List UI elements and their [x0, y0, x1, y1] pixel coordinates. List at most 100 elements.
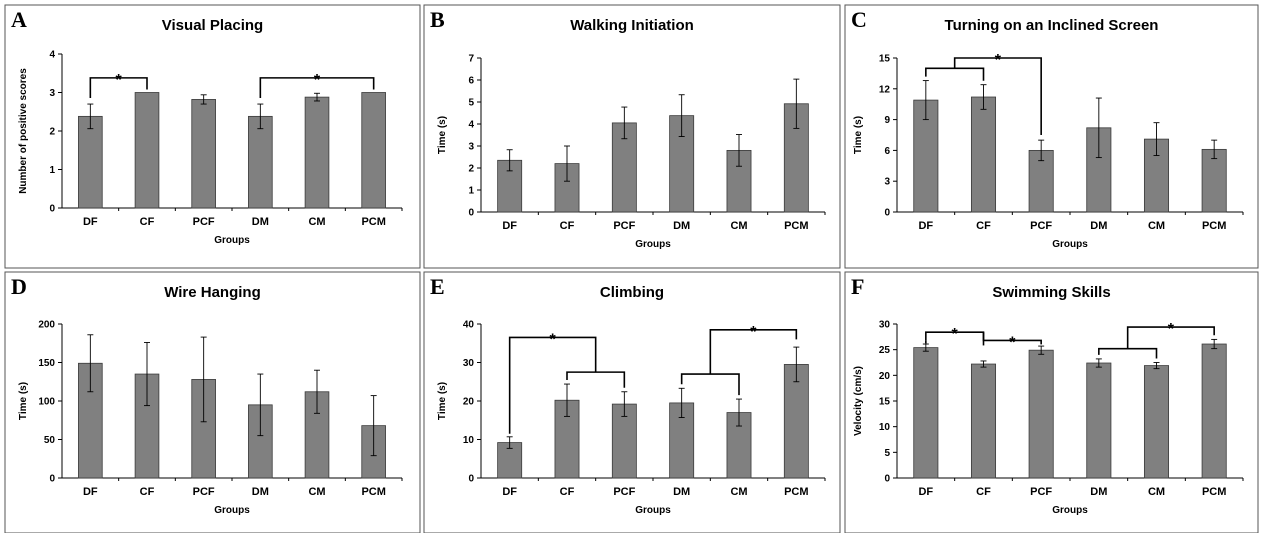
significance-bracket — [1126, 326, 1215, 349]
y-tick-label: 100 — [38, 397, 55, 408]
y-tick-label: 50 — [44, 435, 56, 446]
x-tick-label: CM — [308, 486, 325, 498]
y-tick-label: 0 — [884, 474, 890, 485]
y-tick-label: 20 — [463, 397, 475, 408]
bar-df — [913, 347, 939, 479]
y-tick-label: 2 — [49, 127, 55, 138]
x-tick-label: PCM — [361, 486, 385, 498]
bar-pcf — [1028, 349, 1054, 479]
bar-pcf — [191, 99, 216, 209]
y-tick-label: 5 — [884, 448, 890, 459]
x-tick-label: DF — [918, 220, 933, 232]
x-tick-label: CM — [730, 220, 747, 232]
significance-star: * — [116, 72, 123, 89]
y-tick-label: 0 — [884, 208, 890, 219]
y-axis-title: Time (s) — [437, 116, 448, 154]
y-tick-label: 30 — [463, 358, 475, 369]
panel-letter: D — [11, 274, 27, 299]
x-axis-title: Groups — [635, 505, 671, 516]
panel-frame — [423, 271, 841, 533]
y-tick-label: 20 — [879, 371, 891, 382]
panel-d: D Wire Hanging 0 50 100 150 200 DF CF PCF DM CM PCM G… — [4, 271, 421, 533]
x-tick-label: DF — [83, 486, 98, 498]
bar-cf — [554, 163, 580, 213]
x-tick-label: CM — [1148, 220, 1165, 232]
bar-pcm — [361, 92, 386, 209]
y-tick-label: 6 — [468, 76, 474, 87]
panel-letter: B — [430, 7, 445, 32]
y-tick-label: 9 — [884, 115, 890, 126]
significance-star: * — [995, 52, 1002, 69]
y-tick-label: 4 — [468, 120, 474, 131]
y-tick-label: 3 — [884, 177, 890, 188]
y-tick-label: 30 — [879, 320, 891, 331]
significance-bracket — [259, 77, 375, 99]
chart-title: Swimming Skills — [992, 284, 1110, 301]
x-tick-label: CM — [308, 216, 325, 228]
y-tick-label: 0 — [49, 204, 55, 215]
chart-title: Climbing — [600, 284, 664, 301]
x-tick-label: PCM — [1202, 486, 1226, 498]
significance-bracket — [89, 77, 148, 99]
y-tick-label: 1 — [468, 186, 474, 197]
y-tick-label: 25 — [879, 345, 891, 356]
y-tick-label: 200 — [38, 320, 55, 331]
y-tick-label: 12 — [879, 84, 891, 95]
y-axis-title: Time (s) — [437, 382, 448, 420]
y-tick-label: 6 — [884, 146, 890, 157]
x-axis-title: Groups — [214, 235, 250, 246]
panel-e: E Climbing 0 10 20 30 40 DF CF PCF DM CM PCM Groups Ti… — [423, 271, 841, 533]
panel-f: F Swimming Skills 0 5 10 15 20 25 30 DF CF PCF DM CM P… — [844, 271, 1259, 533]
y-tick-label: 7 — [468, 54, 474, 65]
bar-cf — [970, 363, 997, 479]
x-tick-label: CF — [976, 486, 991, 498]
x-tick-label: PCM — [1202, 220, 1226, 232]
panel-c: C Turning on an Inclined Screen 0 3 6 9 12 15 DF… — [844, 4, 1259, 269]
bar-cf — [970, 96, 997, 213]
y-tick-label: 40 — [463, 320, 475, 331]
chart-title: Wire Hanging — [164, 284, 261, 301]
x-tick-label: DM — [1090, 486, 1107, 498]
y-tick-label: 3 — [468, 142, 474, 153]
bar-dm — [248, 115, 273, 209]
x-tick-label: DF — [502, 486, 517, 498]
x-tick-label: PCF — [613, 220, 635, 232]
panel-b: B Walking Initiation 0 1 2 3 4 5 6 7 DF CF PCF DM CM PC… — [423, 4, 841, 269]
x-tick-label: DM — [252, 486, 269, 498]
y-tick-label: 1 — [49, 165, 55, 176]
bar-pcm — [1201, 148, 1227, 213]
significance-star: * — [550, 331, 557, 348]
significance-star: * — [952, 326, 959, 343]
chart-title: Walking Initiation — [570, 17, 694, 34]
bar-cm — [1143, 365, 1170, 479]
y-tick-label: 0 — [468, 208, 474, 219]
chart-title: Visual Placing — [162, 17, 263, 34]
y-tick-label: 15 — [879, 397, 891, 408]
y-tick-label: 150 — [38, 358, 55, 369]
x-tick-label: PCF — [193, 216, 215, 228]
x-tick-label: CF — [560, 486, 575, 498]
y-tick-label: 0 — [468, 474, 474, 485]
y-tick-label: 4 — [49, 50, 55, 61]
x-tick-label: CF — [140, 486, 155, 498]
y-tick-label: 15 — [879, 54, 891, 65]
x-tick-label: DM — [673, 486, 690, 498]
x-tick-label: DM — [252, 216, 269, 228]
x-tick-label: CF — [560, 220, 575, 232]
significance-star: * — [1168, 321, 1175, 338]
y-axis-title: Number of positive scores — [18, 68, 29, 194]
y-tick-label: 5 — [468, 98, 474, 109]
x-axis-title: Groups — [214, 505, 250, 516]
bar-cm — [304, 96, 330, 209]
chart-title: Turning on an Inclined Screen — [945, 17, 1159, 34]
x-tick-label: PCM — [784, 220, 808, 232]
x-tick-label: PCF — [1030, 220, 1052, 232]
bar-cf — [134, 92, 160, 209]
x-axis-title: Groups — [635, 239, 671, 250]
significance-star: * — [314, 72, 321, 89]
x-tick-label: DM — [1090, 220, 1107, 232]
y-tick-label: 2 — [468, 164, 474, 175]
y-axis-title: Time (s) — [853, 116, 864, 154]
x-tick-label: DF — [918, 486, 933, 498]
bar-pcm — [783, 364, 809, 479]
